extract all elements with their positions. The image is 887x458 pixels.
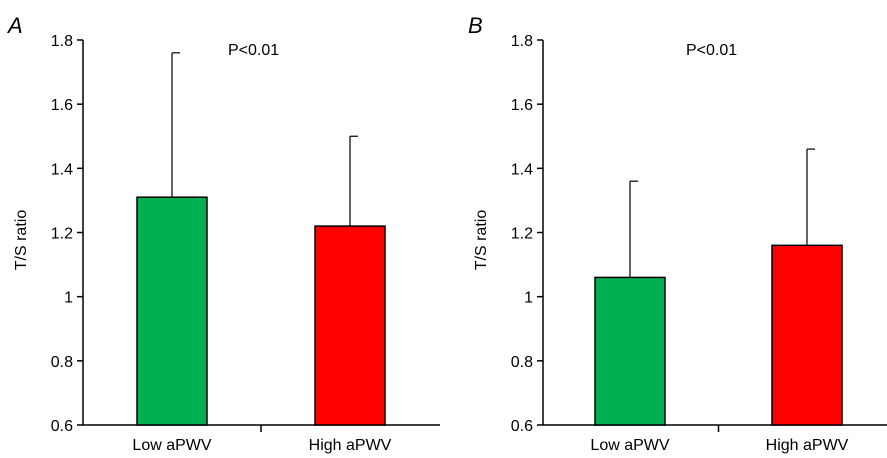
bar — [594, 276, 666, 426]
y-tick-label: 1.2 — [511, 226, 533, 243]
y-tick-label: 1.6 — [51, 97, 73, 114]
y-tick-label: 1.6 — [511, 97, 533, 114]
y-tick-label: 1.2 — [51, 226, 73, 243]
bar — [314, 225, 386, 426]
y-tick-label: 0.8 — [51, 354, 73, 371]
p-value-annotation: P<0.01 — [228, 42, 279, 59]
y-axis-title: T/S ratio — [13, 210, 30, 271]
y-tick-label: 1.8 — [511, 33, 533, 50]
y-tick-label: 1 — [64, 290, 73, 307]
y-tick-label: 1.4 — [511, 161, 533, 178]
y-tick-label: 0.6 — [51, 418, 73, 435]
x-category-label: High aPWV — [309, 437, 392, 454]
y-tick-label: 1.4 — [51, 161, 73, 178]
panel-b: B T/S ratio P<0.01 0.6 0.8 1 1.2 1.4 1.6 1.8 Lo… — [468, 13, 887, 454]
panel-letter: A — [6, 13, 23, 38]
y-tick-label: 0.8 — [511, 354, 533, 371]
x-category-label: Low aPWV — [590, 437, 669, 454]
y-tick-label: 1 — [524, 290, 533, 307]
panel-a: A T/S ratio P<0.01 0.6 0.8 1 1.2 1.4 1.6 1.8 Lo… — [6, 13, 440, 454]
x-category-label: Low aPWV — [132, 437, 211, 454]
bar — [771, 244, 843, 426]
bar — [136, 196, 208, 426]
panel-letter: B — [468, 13, 483, 38]
y-tick-label: 0.6 — [511, 418, 533, 435]
y-axis-title: T/S ratio — [473, 210, 490, 271]
x-category-label: High aPWV — [766, 437, 849, 454]
y-tick-label: 1.8 — [51, 33, 73, 50]
p-value-annotation: P<0.01 — [686, 42, 737, 59]
